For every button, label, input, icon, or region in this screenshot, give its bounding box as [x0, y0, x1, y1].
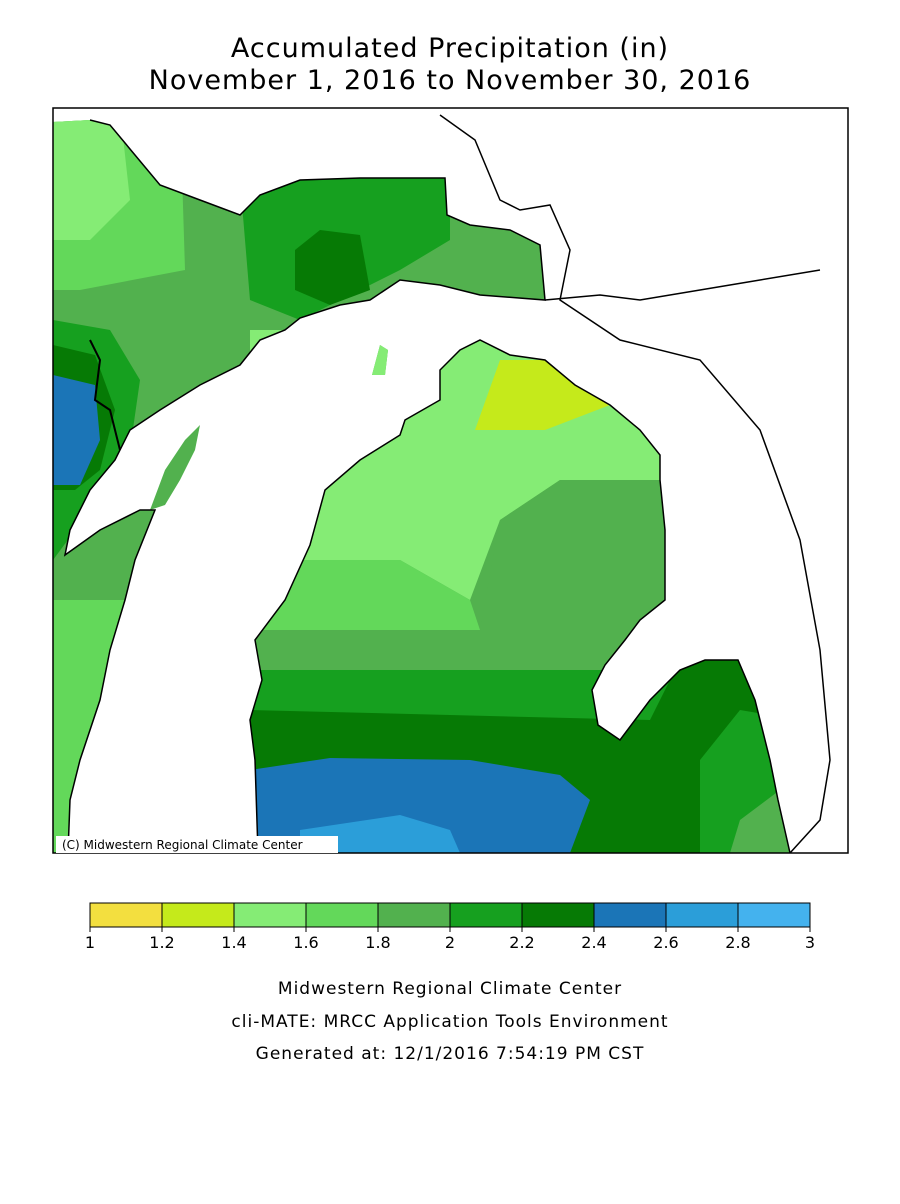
- legend-tick-label: 2: [445, 933, 455, 952]
- field: [53, 120, 130, 240]
- legend-swatch: [737, 902, 811, 928]
- title-line: November 1, 2016 to November 30, 2016: [149, 65, 752, 96]
- field: [250, 560, 480, 630]
- legend-swatch: [593, 902, 667, 928]
- copyright: (C) Midwestern Regional Climate Center: [62, 838, 303, 852]
- title-line: Accumulated Precipitation (in): [231, 33, 669, 64]
- copyright-box: [56, 836, 338, 853]
- legend-tick-label: 1.4: [221, 933, 246, 952]
- legend-tick-label: 1.6: [293, 933, 318, 952]
- field: [250, 480, 680, 680]
- coastlines: [63, 114, 831, 854]
- footer-line: Midwestern Regional Climate Center: [278, 979, 622, 999]
- legend: 1 1.2 1.4 1.6 1.8 2 2.2 2.4 2.6 2.8 3: [85, 902, 815, 952]
- legend-tick-label: 2.2: [509, 933, 534, 952]
- map-frame: [52, 107, 849, 854]
- legend-tick-label: 1: [85, 933, 95, 952]
- field: [53, 375, 100, 485]
- legend-swatch: [665, 902, 739, 928]
- legend-swatch: [449, 902, 523, 928]
- footer-line: cli-MATE: MRCC Application Tools Environ…: [231, 1012, 668, 1032]
- field: [295, 230, 370, 305]
- legend-swatch: [161, 902, 235, 928]
- legend-swatch: [233, 902, 307, 928]
- legend-swatch: [89, 902, 163, 928]
- footer-line: Generated at: 12/1/2016 7:54:19 PM CST: [256, 1044, 645, 1064]
- legend-tick-label: 1.8: [365, 933, 390, 952]
- legend-swatch: [377, 902, 451, 928]
- legend-tick-label: 3: [805, 933, 815, 952]
- legend-swatch: [305, 902, 379, 928]
- legend-tick-label: 2.8: [725, 933, 750, 952]
- legend-tick-label: 1.2: [149, 933, 174, 952]
- legend-tick-label: 2.4: [581, 933, 606, 952]
- field: [300, 815, 460, 853]
- precip-fields: [53, 120, 790, 853]
- legend-swatch: [521, 902, 595, 928]
- legend-tick-label: 2.6: [653, 933, 678, 952]
